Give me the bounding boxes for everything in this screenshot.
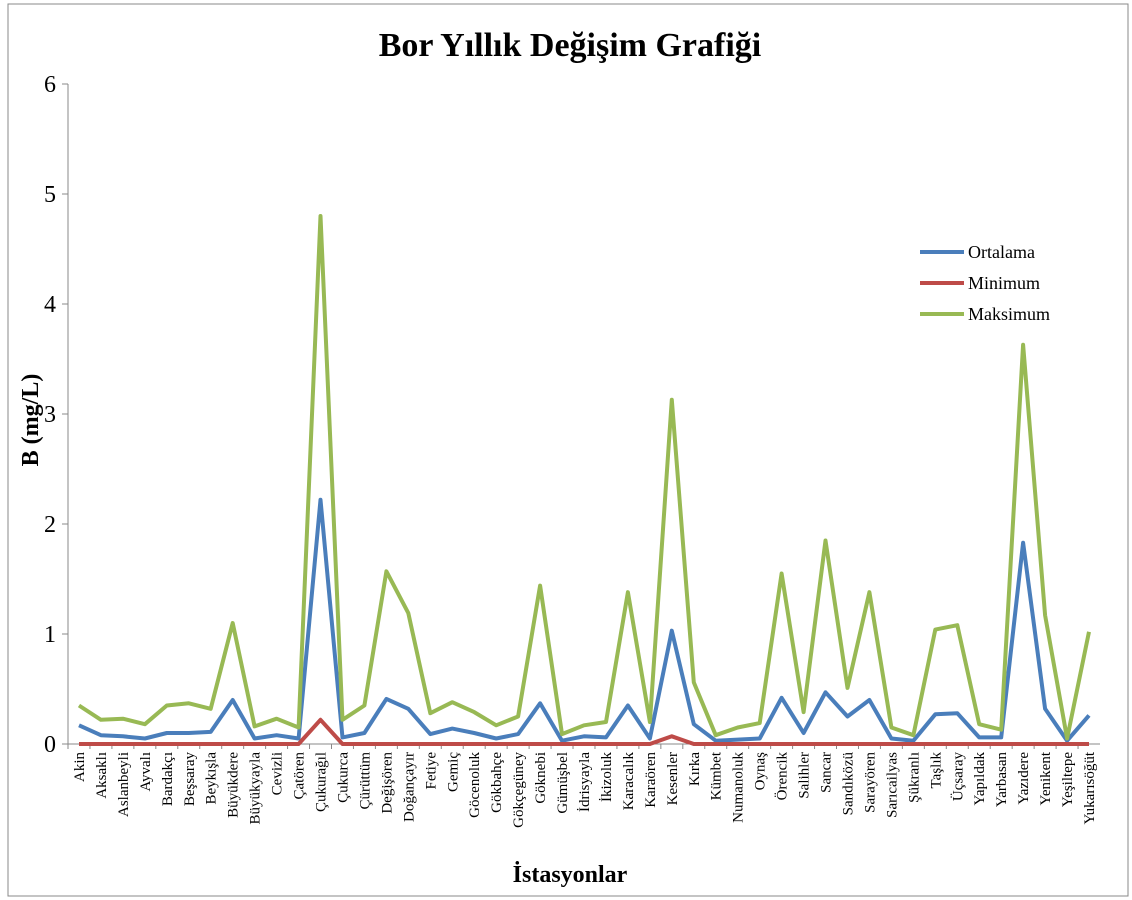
x-tick-label: Sarayören xyxy=(862,752,878,813)
x-tick-label: Ayvalı xyxy=(138,752,154,791)
x-tick-label: Sarıcailyas xyxy=(884,752,900,818)
legend-label: Minimum xyxy=(968,273,1040,293)
y-axis-label: B (mg/L) xyxy=(18,374,44,467)
x-tick-label: Kırka xyxy=(687,752,703,786)
y-tick-label: 6 xyxy=(44,72,56,98)
x-tick-label: Numanoluk xyxy=(731,752,747,823)
x-tick-label: Üçsaray xyxy=(949,752,966,802)
x-tick-label: Doğançayır xyxy=(401,752,417,822)
x-tick-label: Büyükyayla xyxy=(248,752,264,825)
x-tick-label: Değişören xyxy=(379,752,395,814)
y-tick-label: 3 xyxy=(44,402,56,428)
x-tick-label: Aksaklı xyxy=(94,752,110,799)
x-tick-label: Sancar xyxy=(819,752,835,793)
x-tick-label: Şükranlı xyxy=(906,752,922,803)
x-tick-label: Çukurağıl xyxy=(314,752,330,812)
x-tick-label: Örencik xyxy=(774,752,791,801)
x-tick-label: Yukarısöğüt xyxy=(1082,751,1098,824)
x-tick-label: Oynaş xyxy=(753,752,769,790)
x-tick-label: Kesenler xyxy=(665,752,681,805)
x-tick-label: Göknebi xyxy=(533,752,549,804)
x-tick-label: Gemiç xyxy=(445,752,461,792)
data-line xyxy=(77,214,1091,741)
legend-label: Maksimum xyxy=(968,304,1050,324)
x-tick-label: Yazıdere xyxy=(1016,752,1032,805)
chart-border xyxy=(7,3,1129,897)
x-tick-label: Aslanbeyli xyxy=(116,752,132,817)
data-line xyxy=(78,497,1091,743)
x-tick-label: Beykışla xyxy=(204,752,220,805)
x-tick-label: Fetiye xyxy=(423,752,439,790)
y-tick-label: 2 xyxy=(44,512,56,538)
x-tick-label: İkizoluk xyxy=(599,752,615,802)
x-tick-label: Yenikent xyxy=(1038,751,1054,805)
x-tick-label: Bardakçı xyxy=(160,752,176,806)
x-tick-label: Çukurca xyxy=(335,752,351,803)
x-tick-label: Gökçegüney xyxy=(511,752,527,828)
y-tick-label: 0 xyxy=(44,732,56,758)
legend-label: Ortalama xyxy=(968,242,1035,262)
chart-title: Bor Yıllık Değişim Grafiği xyxy=(379,27,761,64)
x-tick-label: Salihler xyxy=(797,752,813,799)
x-tick-label: Çatören xyxy=(292,752,308,800)
x-tick-label: Gökbahçe xyxy=(489,752,505,813)
x-tick-label: Çürüttüm xyxy=(357,752,373,810)
x-tick-label: Yeşiltepe xyxy=(1060,752,1076,807)
x-tick-label: Sandıközü xyxy=(840,752,856,816)
data-line xyxy=(79,717,1089,746)
x-tick-label: Büyükdere xyxy=(226,752,242,818)
x-tick-label: Cevizli xyxy=(270,752,286,795)
x-tick-label: Akin xyxy=(72,752,88,783)
y-tick-label: 1 xyxy=(44,622,56,648)
x-tick-label: Gümüşbel xyxy=(555,752,571,814)
x-tick-label: Karaören xyxy=(643,752,659,808)
x-axis-label: İstasyonlar xyxy=(513,862,628,888)
x-tick-label: Beşsaray xyxy=(182,752,198,807)
x-tick-label: Kümbet xyxy=(709,751,725,800)
x-tick-label: Yapıldak xyxy=(972,752,988,806)
x-tick-label: İdrisyayla xyxy=(577,752,593,812)
y-tick-label: 4 xyxy=(44,292,56,318)
y-tick-label: 5 xyxy=(44,182,56,208)
x-tick-label: Karacalık xyxy=(621,752,637,811)
x-tick-label: Göcenoluk xyxy=(467,752,483,818)
x-tick-label: Taşlık xyxy=(928,752,944,789)
x-tick-label: Yarbasan xyxy=(994,752,1010,808)
